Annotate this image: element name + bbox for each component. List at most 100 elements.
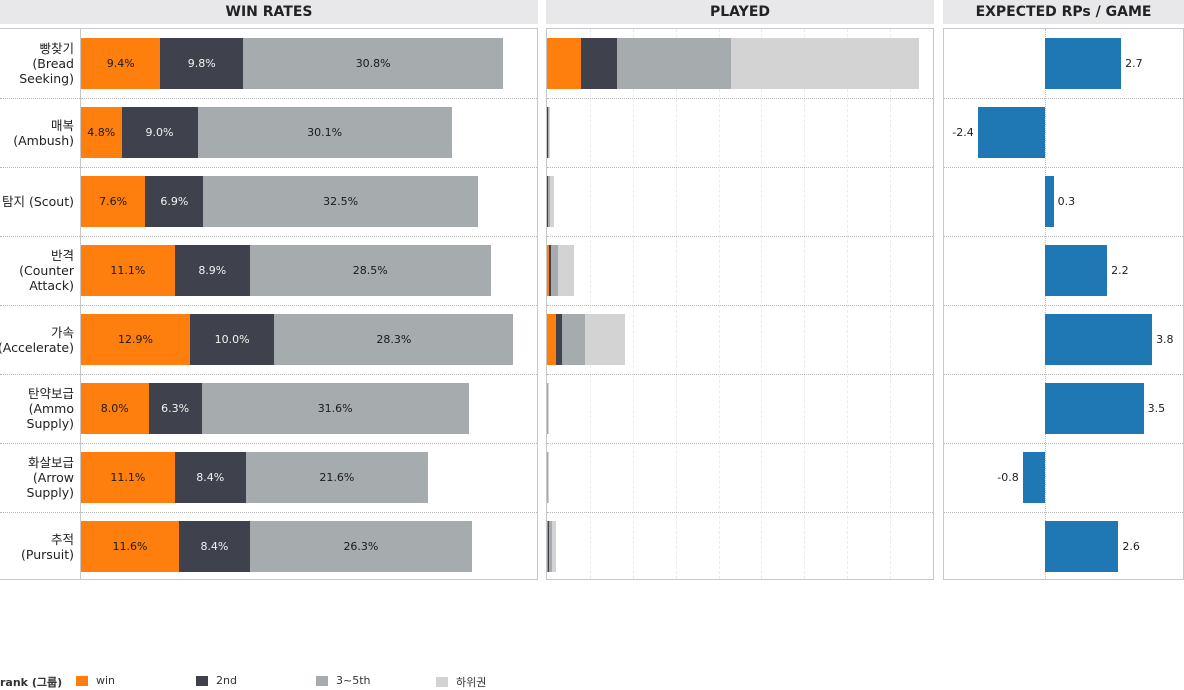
win-rate-label: 8.0%	[101, 402, 129, 415]
played-bar-3-5th	[551, 245, 558, 296]
rp-value-label: 3.8	[1156, 333, 1174, 347]
win-rate-bar-3-5th: 30.1%	[198, 107, 452, 158]
win-rate-bar-3-5th: 32.5%	[203, 176, 477, 227]
win-rate-label: 26.3%	[343, 540, 378, 553]
win-rate-bar-2nd: 10.0%	[190, 314, 274, 365]
played-header: PLAYED	[546, 0, 934, 24]
row-label-text: 탐지 (Scout)	[2, 194, 80, 209]
win-rate-label: 30.8%	[356, 57, 391, 70]
played-gridline	[719, 29, 720, 579]
rp-bar	[1045, 245, 1107, 296]
row-label-line: 탐지 (Scout)	[2, 194, 74, 209]
row-label: 추적(Pursuit)	[0, 512, 80, 581]
played-bar----	[731, 38, 919, 89]
win-rate-bar-3-5th: 30.8%	[243, 38, 503, 89]
win-rate-label: 9.0%	[146, 126, 174, 139]
played-gridline	[633, 29, 634, 579]
win-rates-panel: 9.4%9.8%30.8%4.8%9.0%30.1%7.6%6.9%32.5%1…	[80, 28, 538, 580]
row-label-line: 매복	[13, 118, 74, 133]
expected-rps-header: EXPECTED RPs / GAME	[943, 0, 1184, 24]
win-rate-label: 8.4%	[200, 540, 228, 553]
win-rate-bar-2nd: 6.3%	[149, 383, 202, 434]
played-gridline	[590, 29, 591, 579]
row-separator	[81, 443, 537, 444]
win-rate-label: 11.1%	[110, 471, 145, 484]
win-rate-bar-2nd: 9.8%	[160, 38, 243, 89]
win-rate-bar-3-5th: 28.5%	[250, 245, 491, 296]
win-rate-bar-2nd: 8.4%	[175, 452, 246, 503]
rp-value-label: 2.6	[1122, 540, 1140, 554]
legend-title: rank (그룹)	[0, 674, 62, 690]
row-label: 탐지 (Scout)	[0, 167, 80, 236]
played-bar----	[548, 452, 549, 503]
played-bar-win	[547, 314, 556, 365]
played-bar-3-5th	[617, 38, 731, 89]
win-rates-header: WIN RATES	[0, 0, 538, 24]
row-separator	[944, 167, 1183, 168]
row-label-line: Supply)	[27, 416, 74, 431]
row-label-line: 화살보급	[27, 455, 74, 470]
row-label-text: 매복(Ambush)	[13, 118, 80, 148]
row-separator	[81, 236, 537, 237]
row-separator	[547, 236, 933, 237]
row-separator	[81, 512, 537, 513]
win-rate-bar-2nd: 8.9%	[175, 245, 250, 296]
row-label-line: (Accelerate)	[0, 340, 74, 355]
legend-item-2nd: 2nd	[196, 674, 237, 687]
played-gridline	[804, 29, 805, 579]
win-rate-label: 21.6%	[319, 471, 354, 484]
win-rate-label: 31.6%	[318, 402, 353, 415]
win-rate-bar-3-5th: 26.3%	[250, 521, 472, 572]
legend-swatch-2nd	[196, 676, 208, 686]
played-bar----	[585, 314, 625, 365]
played-bar-3-5th	[562, 314, 585, 365]
rp-bar	[1045, 521, 1118, 572]
row-separator	[547, 305, 933, 306]
played-bar-2nd	[581, 38, 617, 89]
win-rate-label: 12.9%	[118, 333, 153, 346]
win-rate-label: 9.8%	[188, 57, 216, 70]
played-bar----	[558, 245, 574, 296]
win-rate-label: 28.5%	[353, 264, 388, 277]
win-rate-bar-win: 9.4%	[81, 38, 160, 89]
row-label: 매복(Ambush)	[0, 98, 80, 167]
win-rate-label: 8.4%	[196, 471, 224, 484]
row-label-line: (Ammo	[27, 401, 74, 416]
row-label-line: 가속	[0, 325, 74, 340]
row-label-line: 추적	[21, 532, 74, 547]
legend-item-3-5th: 3~5th	[316, 674, 371, 687]
row-label-text: 추적(Pursuit)	[21, 532, 80, 562]
win-rate-bar-2nd: 9.0%	[122, 107, 198, 158]
rp-value-label: -0.8	[983, 471, 1019, 485]
win-rate-bar-2nd: 6.9%	[145, 176, 203, 227]
played-bar----	[552, 521, 556, 572]
played-gridline	[890, 29, 891, 579]
legend-item-lower: 하위권	[436, 674, 486, 690]
legend-swatch-3-5th	[316, 676, 328, 686]
win-rate-label: 8.9%	[198, 264, 226, 277]
row-separator	[547, 374, 933, 375]
row-separator	[81, 98, 537, 99]
zero-line	[1045, 29, 1046, 579]
played-gridline	[676, 29, 677, 579]
legend-swatch-win	[76, 676, 88, 686]
legend-item-win: win	[76, 674, 115, 687]
row-label-line: Seeking)	[19, 71, 74, 86]
row-label: 가속(Accelerate)	[0, 305, 80, 374]
row-separator	[944, 98, 1183, 99]
row-separator	[944, 374, 1183, 375]
row-separator	[944, 305, 1183, 306]
row-separator	[944, 443, 1183, 444]
win-rate-bar-win: 11.1%	[81, 245, 175, 296]
row-separator	[944, 512, 1183, 513]
row-label-line: Attack)	[19, 278, 74, 293]
played-gridline	[761, 29, 762, 579]
win-rate-bar-win: 12.9%	[81, 314, 190, 365]
row-label-line: (Counter	[19, 263, 74, 278]
row-label-line: 빵찾기	[19, 41, 74, 56]
